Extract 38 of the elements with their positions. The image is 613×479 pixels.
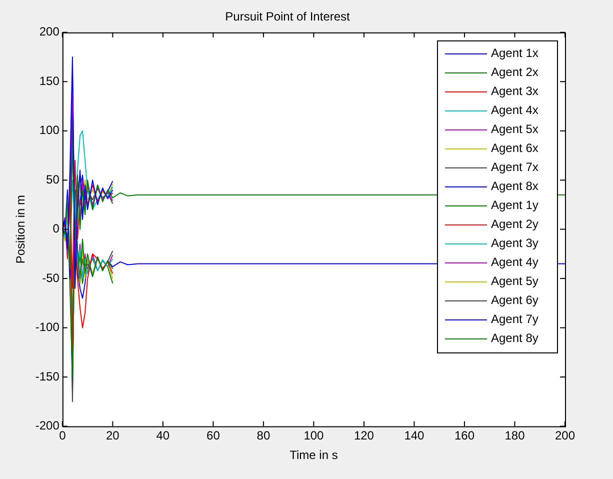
legend-label: Agent 1x (491, 46, 538, 60)
x-axis-title: Time in s (290, 448, 338, 462)
legend-label: Agent 3x (491, 84, 538, 98)
x-tick-label: 20 (106, 428, 120, 443)
legend-label: Agent 2x (491, 65, 538, 80)
y-tick-label: -100 (35, 320, 60, 334)
y-axis-title: Position in m (14, 194, 28, 264)
x-tick-label: 120 (354, 428, 374, 443)
legend-label: Agent 4y (491, 255, 538, 270)
legend-label: Agent 7x (491, 160, 538, 174)
x-tick-label: 160 (454, 428, 475, 443)
x-tick-label: 100 (304, 428, 324, 443)
legend-label: Agent 7y (491, 312, 538, 326)
legend-label: Agent 6y (491, 293, 538, 308)
x-tick-label: 40 (156, 428, 170, 443)
x-tick-label: 200 (554, 428, 576, 443)
y-tick-label: 50 (46, 172, 60, 186)
legend-label: Agent 8x (491, 179, 538, 194)
legend-label: Agent 4x (491, 103, 538, 118)
chart-title: Pursuit Point of Interest (225, 10, 351, 24)
legend-label: Agent 3y (491, 236, 538, 250)
legend-label: Agent 5y (491, 274, 538, 288)
x-tick-label: 180 (504, 428, 526, 443)
y-tick-label: 100 (39, 123, 60, 138)
legend-label: Agent 6x (491, 141, 538, 156)
x-tick-label: 140 (404, 428, 425, 443)
y-tick-label: 0 (52, 222, 60, 236)
y-tick-label: -200 (35, 418, 60, 433)
x-tick-label: 60 (206, 428, 220, 443)
y-tick-label: 200 (39, 24, 60, 39)
y-tick-label: -50 (42, 270, 60, 285)
y-tick-label: -150 (35, 369, 60, 384)
legend-label: Agent 8y (491, 331, 538, 346)
x-tick-label: 80 (256, 428, 270, 443)
legend-label: Agent 2y (491, 217, 538, 232)
legend-label: Agent 5x (491, 122, 538, 136)
y-tick-label: 150 (39, 74, 60, 88)
legend-label: Agent 1y (491, 198, 538, 212)
